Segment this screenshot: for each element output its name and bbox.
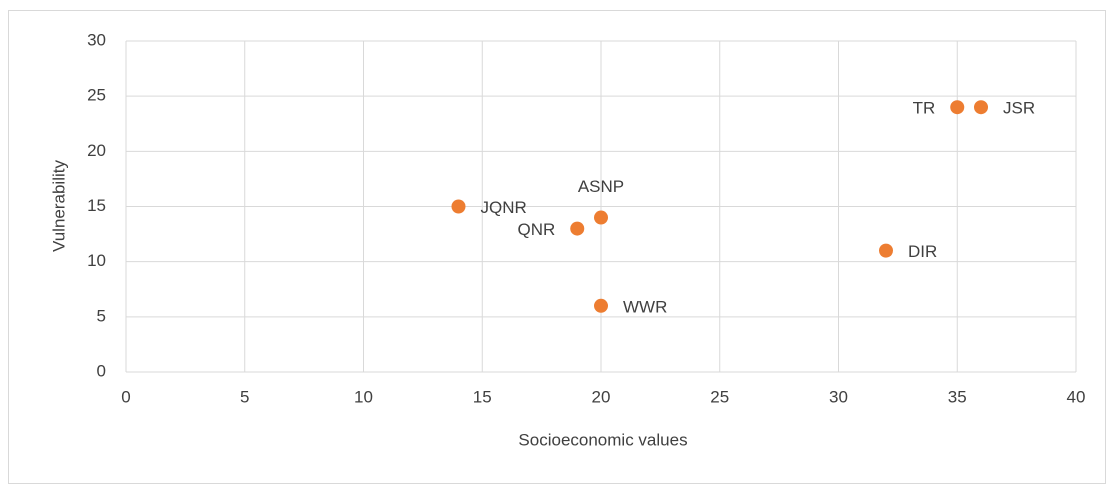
point: [594, 298, 608, 313]
y-tick-label: 15: [87, 196, 106, 215]
point: [950, 100, 965, 115]
point-label: JSR: [1003, 99, 1035, 118]
x-tick-label: 5: [240, 387, 249, 406]
y-tick-label: 5: [97, 306, 106, 325]
point: [451, 199, 466, 214]
point: [879, 243, 893, 258]
point: [594, 210, 608, 225]
point-label: DIR: [908, 242, 937, 261]
y-tick-label: 30: [87, 30, 106, 49]
y-axis-label: Vulnerability: [49, 160, 68, 252]
point-label: ASNP: [578, 177, 624, 196]
y-tick-label: 0: [97, 361, 106, 380]
x-tick-label: 10: [354, 387, 373, 406]
point: [570, 221, 585, 236]
point: [974, 100, 988, 115]
x-tick-label: 40: [1067, 387, 1086, 406]
point-label: JQNR: [481, 198, 527, 217]
x-tick-label: 30: [829, 387, 848, 406]
y-tick-label: 20: [87, 141, 106, 160]
point-label: WWR: [623, 297, 667, 316]
point-label: TR: [913, 99, 936, 118]
y-tick-label: 25: [87, 86, 106, 105]
x-tick-label: 35: [948, 387, 967, 406]
x-axis-label: Socioeconomic values: [518, 430, 687, 449]
x-tick-label: 20: [592, 387, 611, 406]
point-label: QNR: [517, 220, 555, 239]
x-tick-label: 0: [121, 387, 130, 406]
y-tick-label: 10: [87, 251, 106, 270]
x-tick-label: 25: [710, 387, 729, 406]
chart-frame: [8, 10, 1106, 484]
x-tick-label: 15: [473, 387, 492, 406]
